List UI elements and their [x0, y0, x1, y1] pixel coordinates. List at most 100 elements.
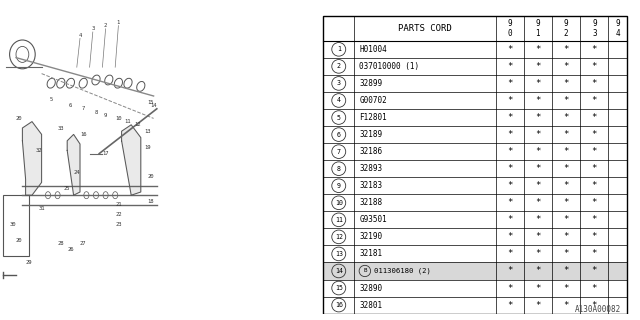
Text: *: * — [591, 62, 597, 71]
Text: *: * — [507, 147, 513, 156]
Polygon shape — [67, 134, 80, 195]
Text: 037010000 (1): 037010000 (1) — [359, 62, 419, 71]
Text: *: * — [563, 45, 569, 54]
Text: 10: 10 — [115, 116, 122, 121]
Text: 8: 8 — [94, 109, 98, 115]
Text: 8: 8 — [337, 166, 340, 172]
Text: *: * — [507, 130, 513, 139]
Text: *: * — [563, 130, 569, 139]
Text: *: * — [507, 249, 513, 259]
Text: *: * — [563, 284, 569, 292]
Polygon shape — [122, 125, 141, 195]
Text: 9
4: 9 4 — [616, 19, 620, 37]
Text: 12: 12 — [335, 234, 343, 240]
Text: *: * — [563, 113, 569, 122]
Text: 16: 16 — [335, 302, 343, 308]
Text: *: * — [591, 249, 597, 259]
Text: 32899: 32899 — [359, 79, 382, 88]
Text: 32893: 32893 — [359, 164, 382, 173]
Text: 32801: 32801 — [359, 300, 382, 309]
Text: 25: 25 — [64, 186, 70, 191]
Text: 26: 26 — [67, 247, 74, 252]
Text: *: * — [535, 147, 541, 156]
Text: *: * — [563, 300, 569, 309]
Text: H01004: H01004 — [359, 45, 387, 54]
Text: *: * — [591, 215, 597, 224]
Text: *: * — [535, 198, 541, 207]
Text: 32890: 32890 — [359, 284, 382, 292]
Text: *: * — [591, 96, 597, 105]
Text: G00702: G00702 — [359, 96, 387, 105]
Text: 21: 21 — [115, 202, 122, 207]
Text: 28: 28 — [58, 241, 64, 246]
Text: *: * — [535, 113, 541, 122]
Text: *: * — [563, 164, 569, 173]
Text: B: B — [363, 268, 367, 274]
Text: 32: 32 — [35, 148, 42, 153]
Text: *: * — [591, 284, 597, 292]
Text: 17: 17 — [102, 151, 109, 156]
Text: *: * — [507, 198, 513, 207]
Text: *: * — [591, 181, 597, 190]
Text: 11: 11 — [125, 119, 131, 124]
Text: 1: 1 — [337, 46, 340, 52]
Text: 6: 6 — [68, 103, 72, 108]
Text: *: * — [535, 45, 541, 54]
Text: 20: 20 — [16, 237, 22, 243]
Text: A130A00082: A130A00082 — [575, 305, 621, 314]
Text: 4: 4 — [78, 33, 82, 38]
Text: F12801: F12801 — [359, 113, 387, 122]
Text: 23: 23 — [115, 221, 122, 227]
Text: *: * — [563, 267, 569, 276]
Text: *: * — [591, 79, 597, 88]
Text: *: * — [591, 300, 597, 309]
Text: 18: 18 — [147, 199, 154, 204]
Text: 9
0: 9 0 — [508, 19, 512, 37]
Text: 3: 3 — [91, 26, 95, 31]
Text: 9: 9 — [104, 113, 108, 118]
Text: *: * — [507, 300, 513, 309]
Text: *: * — [591, 267, 597, 276]
Text: 15: 15 — [147, 100, 154, 105]
Text: *: * — [535, 300, 541, 309]
Text: *: * — [591, 113, 597, 122]
Text: *: * — [563, 62, 569, 71]
Text: *: * — [507, 267, 513, 276]
Text: *: * — [563, 147, 569, 156]
Text: G93501: G93501 — [359, 215, 387, 224]
Text: 9
3: 9 3 — [592, 19, 596, 37]
Text: 29: 29 — [26, 260, 32, 265]
Text: 24: 24 — [74, 170, 80, 175]
Text: *: * — [535, 284, 541, 292]
Text: 14: 14 — [335, 268, 343, 274]
Text: 32190: 32190 — [359, 232, 382, 241]
Text: 1: 1 — [116, 20, 120, 25]
Text: 19: 19 — [144, 145, 150, 150]
Text: 2: 2 — [337, 63, 340, 69]
Text: 13: 13 — [144, 129, 150, 134]
Text: *: * — [507, 79, 513, 88]
Text: *: * — [507, 113, 513, 122]
Text: *: * — [591, 164, 597, 173]
Text: 9: 9 — [337, 183, 340, 189]
Text: 6: 6 — [337, 132, 340, 138]
Text: *: * — [535, 181, 541, 190]
Text: *: * — [535, 62, 541, 71]
Text: *: * — [535, 164, 541, 173]
Text: 2: 2 — [104, 23, 108, 28]
Text: 7: 7 — [81, 106, 85, 111]
Text: *: * — [507, 96, 513, 105]
Text: 9
1: 9 1 — [536, 19, 540, 37]
Text: 13: 13 — [335, 251, 343, 257]
Text: *: * — [563, 232, 569, 241]
Text: *: * — [563, 249, 569, 259]
Text: *: * — [507, 232, 513, 241]
Text: *: * — [535, 96, 541, 105]
Text: 20: 20 — [16, 116, 22, 121]
Text: *: * — [563, 79, 569, 88]
Text: 33: 33 — [58, 125, 64, 131]
Text: 11: 11 — [335, 217, 343, 223]
Text: *: * — [507, 45, 513, 54]
Text: 31: 31 — [38, 205, 45, 211]
Text: 32183: 32183 — [359, 181, 382, 190]
